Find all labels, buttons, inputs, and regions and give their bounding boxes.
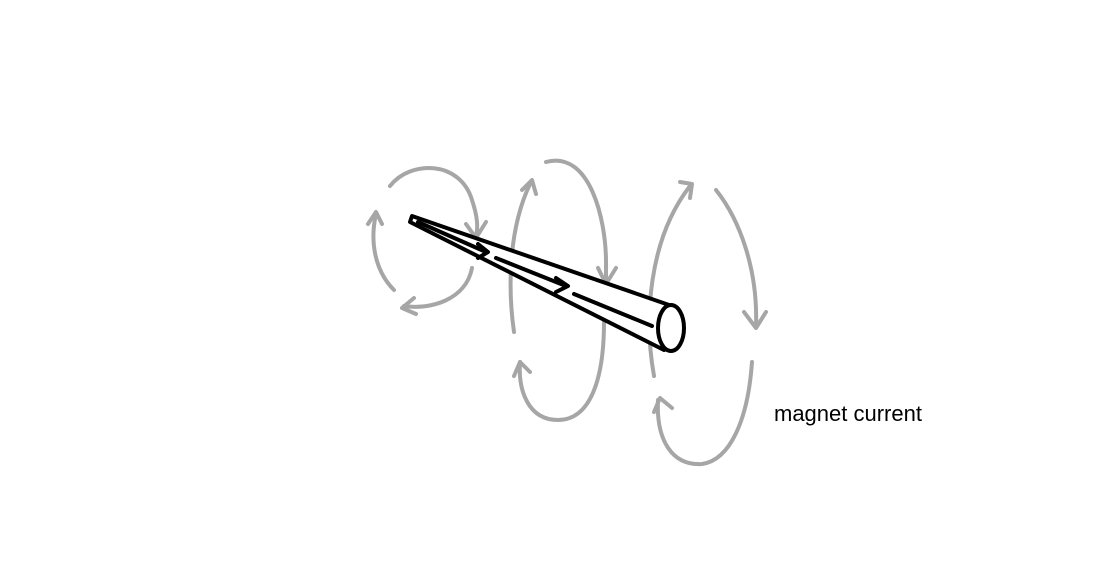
wire-end-cap (656, 303, 686, 353)
field-loop-1 (366, 166, 488, 316)
wire (408, 214, 686, 353)
field-loop-3 (647, 180, 768, 467)
diagram-label: magnet current (774, 401, 922, 426)
